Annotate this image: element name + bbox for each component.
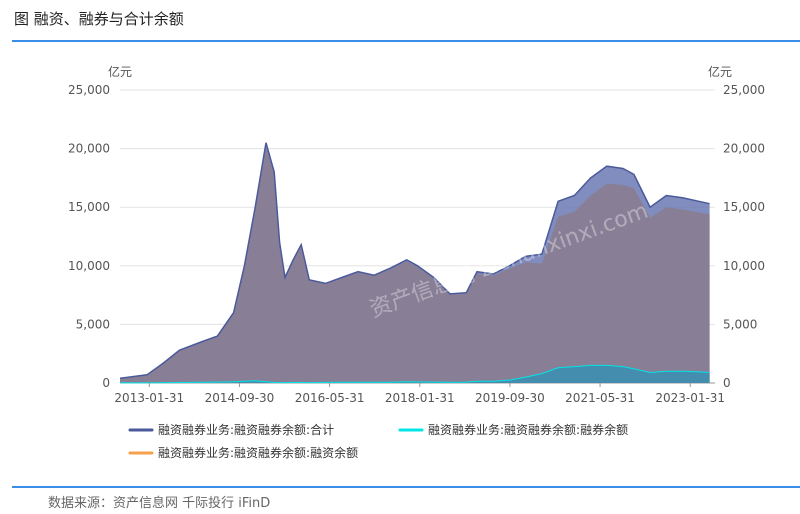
y-tick-label-left: 10,000 (68, 259, 110, 273)
x-tick-label: 2023-01-31 (655, 391, 725, 405)
x-tick-label: 2021-05-31 (565, 391, 635, 405)
y-tick-label-right: 10,000 (723, 259, 765, 273)
legend-label: 融资融券业务:融资融券余额:融资余额 (158, 445, 358, 460)
y-tick-label-right: 25,000 (723, 83, 765, 97)
x-tick-label: 2018-01-31 (385, 391, 455, 405)
y-tick-label-right: 15,000 (723, 200, 765, 214)
legend-label: 融资融券业务:融资融券余额:合计 (158, 422, 334, 437)
y-tick-label-left: 25,000 (68, 83, 110, 97)
series-area-short (120, 365, 710, 383)
top-divider (12, 40, 800, 42)
y-tick-label-left: 15,000 (68, 200, 110, 214)
x-tick-label: 2013-01-31 (114, 391, 184, 405)
y-unit-right: 亿元 (708, 64, 732, 79)
bottom-divider (12, 486, 800, 488)
y-axis-right: 0 5,000 10,000 15,000 20,000 25,000 (723, 83, 765, 390)
series-area-margin (120, 143, 710, 383)
x-tick-label: 2019-09-30 (475, 391, 545, 405)
y-tick-label-left: 5,000 (76, 317, 110, 331)
area-chart: 0 5,000 10,000 15,000 20,000 25,000 0 5,000 10,… (68, 64, 765, 460)
y-tick-label-right: 0 (723, 376, 731, 390)
y-tick-label-left: 0 (102, 376, 110, 390)
legend-label: 融资融券业务:融资融券余额:融券余额 (428, 422, 628, 437)
series-areas (119, 142, 710, 384)
x-tick-label: 2014-09-30 (205, 391, 275, 405)
y-tick-label-right: 20,000 (723, 142, 765, 156)
legend: 融资融券业务:融资融券余额:合计 融资融券业务:融资融券余额:融券余额融资融券业务… (128, 422, 628, 460)
y-axis-left: 0 5,000 10,000 15,000 20,000 25,000 (68, 83, 110, 390)
series-line-short (120, 364, 710, 384)
x-axis: 2013-01-31 2014-09-30 2016-05-31 2018-01-31… (114, 383, 725, 405)
y-tick-label-right: 5,000 (723, 317, 757, 331)
x-tick-label: 2016-05-31 (295, 391, 365, 405)
series-line-total (119, 142, 710, 380)
chart-title: 图 融资、融券与合计余额 (14, 10, 184, 28)
source-note: 数据来源：资产信息网 千际投行 iFinD (48, 496, 271, 511)
y-unit-left: 亿元 (108, 64, 132, 79)
y-tick-label-left: 20,000 (68, 142, 110, 156)
